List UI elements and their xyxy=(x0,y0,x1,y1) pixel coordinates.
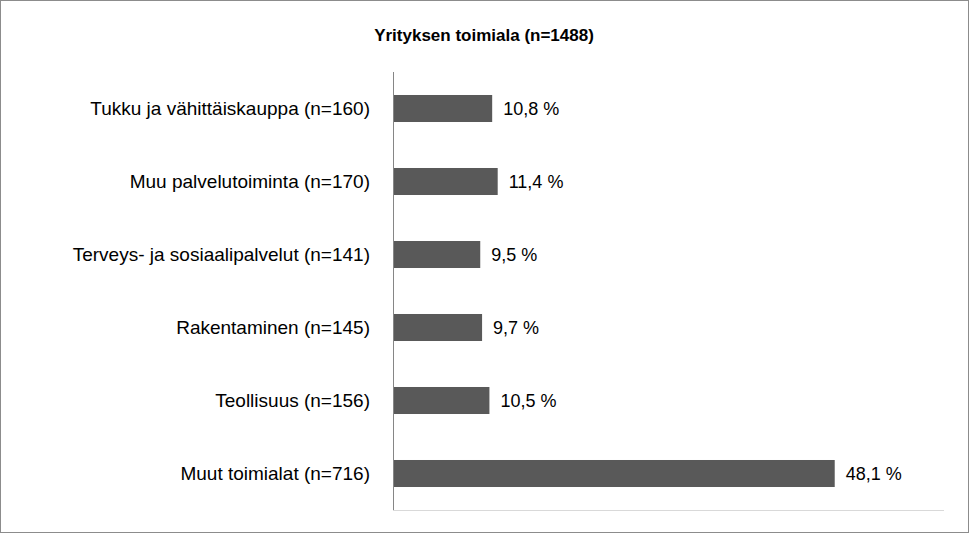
category-label: Muut toimialat (n=716) xyxy=(180,463,370,484)
category-label: Terveys- ja sosiaalipalvelut (n=141) xyxy=(73,244,370,265)
bar xyxy=(393,168,498,195)
data-label: 48,1 % xyxy=(846,464,902,484)
value-axis xyxy=(393,510,944,511)
bars xyxy=(393,95,835,487)
category-label: Tukku ja vähittäiskauppa (n=160) xyxy=(90,98,370,119)
data-label: 11,4 % xyxy=(509,172,564,192)
chart-title: Yrityksen toimiala (n=1488) xyxy=(374,26,594,45)
chart-svg: Yrityksen toimiala (n=1488) Tukku ja vähi… xyxy=(0,0,969,533)
data-label: 10,8 % xyxy=(503,99,559,119)
chart-frame xyxy=(1,1,969,533)
bar xyxy=(393,241,480,268)
category-label: Teollisuus (n=156) xyxy=(215,390,370,411)
data-label: 9,5 % xyxy=(491,245,537,265)
data-label: 10,5 % xyxy=(500,391,556,411)
bar xyxy=(393,314,482,341)
category-label: Rakentaminen (n=145) xyxy=(176,317,370,338)
chart-container: Yrityksen toimiala (n=1488) Tukku ja vähi… xyxy=(0,0,969,533)
data-label: 9,7 % xyxy=(493,318,539,338)
bar xyxy=(393,95,492,122)
category-label: Muu palvelutoiminta (n=170) xyxy=(130,171,370,192)
bar xyxy=(393,387,489,414)
category-axis xyxy=(393,72,394,510)
bar xyxy=(393,460,835,487)
